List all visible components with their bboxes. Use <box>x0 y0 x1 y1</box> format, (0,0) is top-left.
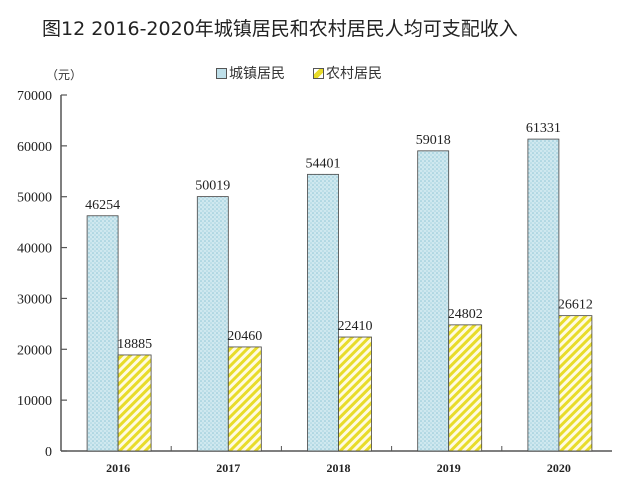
data-label-rural: 22410 <box>338 319 373 334</box>
data-label-rural: 24802 <box>448 307 483 322</box>
y-tick-label: 70000 <box>17 89 52 104</box>
bar-urban <box>196 196 229 452</box>
y-tick-label: 10000 <box>17 394 52 409</box>
data-label-urban: 61331 <box>526 121 561 136</box>
y-tick-label: 0 <box>45 445 52 460</box>
legend-swatch-urban <box>216 67 227 79</box>
x-tick-label: 2017 <box>216 461 240 475</box>
x-tick-label: 2019 <box>437 461 461 475</box>
y-axis-unit: （元） <box>46 68 83 82</box>
bar-urban <box>307 173 339 452</box>
y-tick-label: 30000 <box>17 292 52 307</box>
legend-label-urban: 城镇居民 <box>229 66 285 82</box>
bar-rural <box>448 324 483 452</box>
y-tick-label: 60000 <box>17 140 52 155</box>
bar-rural <box>558 315 593 452</box>
data-label-rural: 18885 <box>117 337 152 352</box>
data-label-urban: 50019 <box>195 179 230 194</box>
data-label-urban: 59018 <box>416 133 451 148</box>
data-label-rural: 20460 <box>227 329 262 344</box>
legend: 城镇居民 农村居民 <box>216 63 382 83</box>
chart-title: 图12 2016-2020年城镇居民和农村居民人均可支配收入 <box>42 18 518 40</box>
bar-rural <box>117 354 152 452</box>
legend-swatch-rural <box>313 67 324 79</box>
data-label-rural: 26612 <box>558 298 593 313</box>
y-tick-label: 50000 <box>17 191 52 206</box>
x-tick-label: 2018 <box>327 461 351 475</box>
legend-item-rural: 农村居民 <box>313 63 382 83</box>
x-tick-label: 2016 <box>106 461 130 475</box>
legend-label-rural: 农村居民 <box>326 66 382 82</box>
x-tick-label: 2020 <box>547 461 571 475</box>
y-tick-label: 20000 <box>17 343 52 358</box>
bar-rural <box>227 346 262 452</box>
bar-urban <box>86 215 119 452</box>
bar-urban <box>527 138 560 452</box>
bar-rural <box>338 336 372 452</box>
bar-urban <box>417 150 450 452</box>
data-label-urban: 46254 <box>85 198 120 213</box>
legend-item-urban: 城镇居民 <box>216 63 285 83</box>
y-tick-label: 40000 <box>17 242 52 257</box>
data-label-urban: 54401 <box>306 156 341 171</box>
